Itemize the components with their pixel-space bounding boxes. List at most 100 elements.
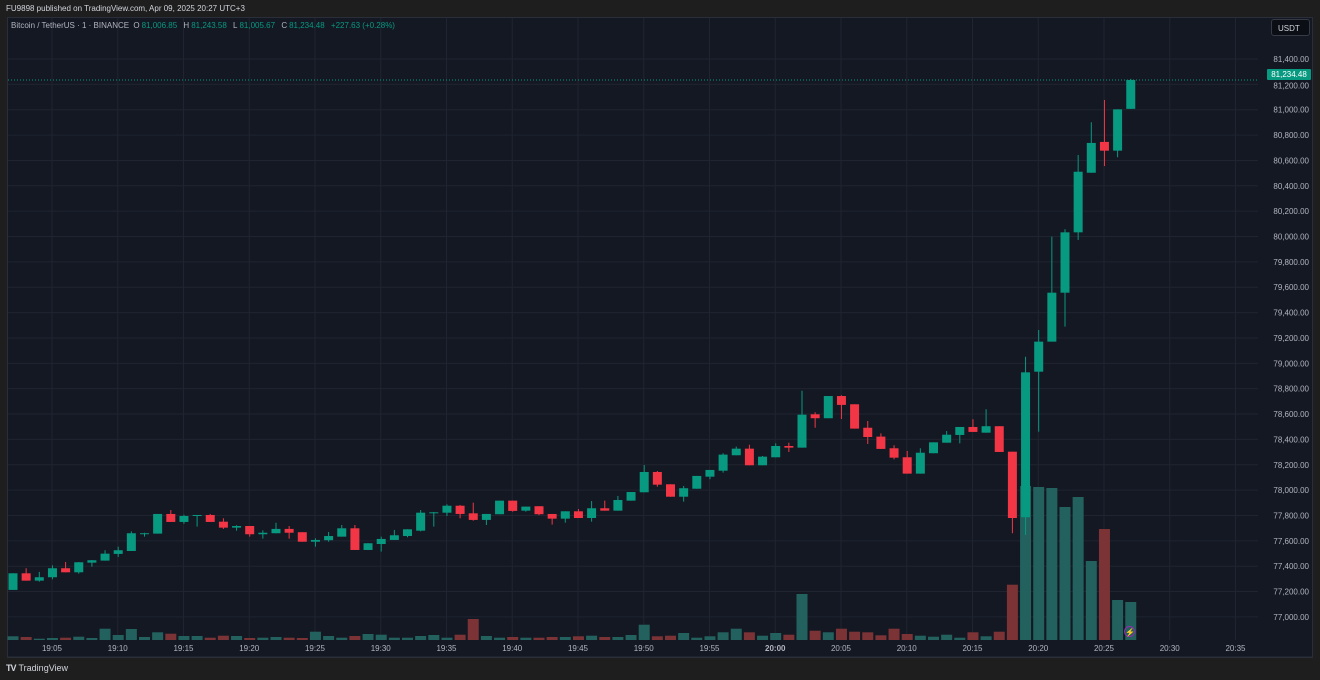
candle [915, 448, 925, 474]
volume-bar [1125, 602, 1137, 640]
candle-body [47, 568, 57, 578]
volume-bar [678, 633, 690, 640]
candle-body [429, 512, 439, 514]
candle [47, 565, 57, 580]
volume-bar [691, 637, 703, 640]
candle [468, 502, 478, 521]
candle [889, 445, 899, 460]
time-tick-label: 19:45 [568, 644, 589, 653]
candle [100, 550, 110, 561]
candle [679, 485, 689, 502]
volume-bar [967, 632, 979, 640]
volume-bar [770, 633, 782, 640]
volume-bar [954, 637, 966, 640]
volume-bar [7, 636, 19, 640]
volume-bar [99, 628, 111, 640]
candle-body [468, 513, 478, 520]
volume-bar [73, 636, 85, 640]
candle-body [573, 511, 583, 519]
candle [74, 562, 84, 574]
volume-bar [599, 637, 611, 640]
price-tick-label: 80,000.00 [1273, 233, 1309, 242]
candle-body [416, 512, 426, 531]
candle-body [1007, 451, 1017, 519]
candle [705, 469, 715, 480]
candle-body [942, 434, 952, 443]
candle [218, 518, 228, 529]
candle-body [810, 414, 820, 419]
price-tick-label: 80,800.00 [1273, 131, 1309, 140]
price-tick-label: 81,400.00 [1273, 55, 1309, 64]
volume-bar [572, 636, 584, 640]
volume-bar [1072, 497, 1084, 640]
candle [126, 531, 136, 551]
price-tick-label: 77,000.00 [1273, 613, 1309, 622]
currency-button[interactable]: USDT [1271, 19, 1310, 36]
candle-body [258, 532, 268, 535]
volume-bar [743, 632, 755, 640]
volume-bar [651, 636, 663, 640]
volume-bar [375, 634, 387, 640]
candle [297, 532, 307, 542]
open-value: 81,006.85 [141, 21, 178, 30]
candle-body [1034, 341, 1044, 372]
volume-bar [441, 637, 453, 640]
candle-body [284, 528, 294, 533]
candle [481, 513, 491, 525]
tradingview-logo-icon[interactable]: TV [6, 663, 16, 673]
high-label: H [183, 21, 190, 30]
candle-body [955, 426, 965, 435]
price-tick-label: 79,800.00 [1273, 258, 1309, 267]
volume-bar [336, 637, 348, 640]
candle-body [718, 454, 728, 471]
candle [1113, 109, 1123, 158]
symbol-name[interactable]: Bitcoin / TetherUS · 1 · BINANCE [11, 21, 130, 30]
volume-bar [309, 631, 321, 640]
candle-body [902, 457, 912, 474]
candle-body [547, 513, 557, 519]
volume-bar [1085, 561, 1097, 640]
candle-body [850, 404, 860, 429]
candle-body [771, 445, 781, 458]
candle [21, 568, 31, 581]
volume-bar [875, 635, 887, 640]
candle-body [495, 500, 505, 515]
open-label: O [133, 21, 140, 30]
volume-bar [1046, 488, 1058, 640]
candle [1086, 122, 1096, 173]
volume-bar [257, 637, 269, 640]
candle [416, 510, 426, 532]
candle-body [376, 538, 386, 545]
candle-body [613, 500, 623, 511]
time-tick-label: 19:25 [305, 644, 326, 653]
lightning-icon[interactable]: ⚡ [1124, 626, 1135, 637]
candle [232, 525, 242, 531]
candle [1073, 154, 1083, 240]
candle-body [1113, 109, 1123, 151]
candle [929, 442, 938, 454]
volume-bar [822, 632, 834, 640]
volume-bar [454, 634, 466, 640]
volume-bar [112, 635, 124, 640]
volume-bar [1006, 584, 1018, 640]
volume-bar [796, 594, 808, 640]
candle-body [1073, 171, 1083, 233]
price-tick-label: 77,200.00 [1273, 588, 1309, 597]
candle [495, 500, 505, 515]
volume-bar [204, 637, 216, 640]
candle-body [310, 539, 320, 542]
volume-bar [217, 635, 229, 640]
time-tick-label: 20:20 [1028, 644, 1049, 653]
candle-body [600, 508, 610, 511]
candle [850, 404, 860, 429]
volume-bar [888, 628, 900, 640]
candle-body [8, 573, 18, 590]
candle-body [981, 426, 991, 433]
volume-bar [665, 635, 676, 640]
volume-bar [757, 635, 769, 640]
candle-body [915, 452, 925, 474]
volume-bar [402, 637, 413, 640]
candle-body [271, 528, 281, 534]
volume-bar [46, 638, 58, 640]
